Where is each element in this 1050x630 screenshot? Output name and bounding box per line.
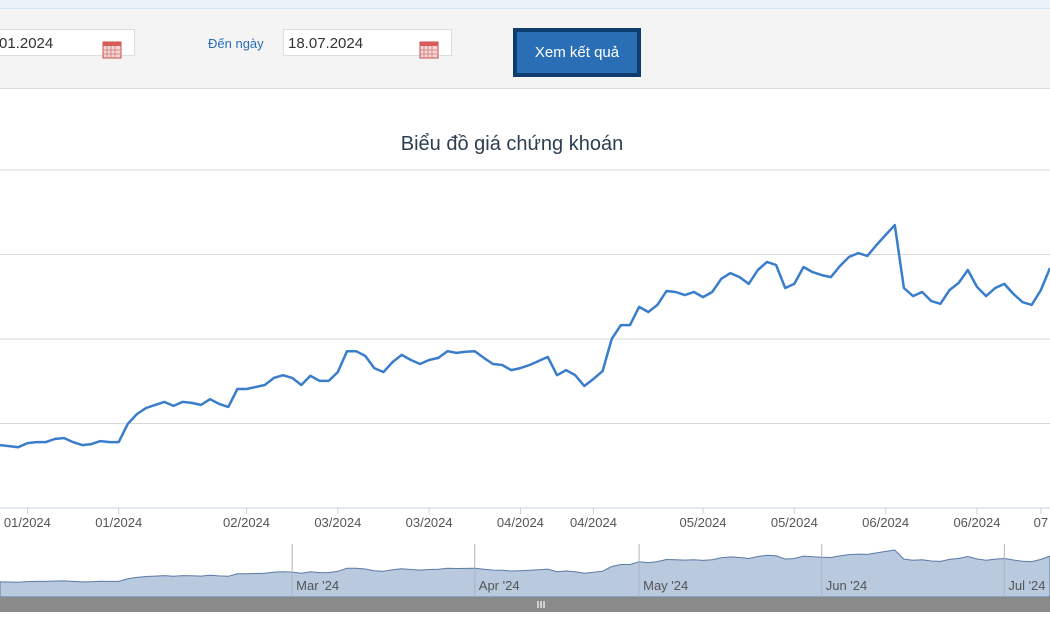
x-tick-label: 04/2024 (570, 515, 617, 530)
x-tick-label: 01/2024 (95, 515, 142, 530)
x-tick-label: 06/2024 (862, 515, 909, 530)
scrollbar-grip[interactable] (537, 601, 545, 608)
x-tick-label: 05/2024 (680, 515, 727, 530)
calendar-icon[interactable] (419, 41, 439, 59)
navigator-label: May '24 (643, 578, 688, 593)
to-date-label: Đến ngày (208, 36, 264, 51)
submit-button[interactable]: Xem kết quả (513, 28, 641, 77)
x-tick-label: 03/2024 (314, 515, 361, 530)
x-tick-label: 07 (1034, 515, 1048, 530)
scrollbar[interactable] (0, 597, 1050, 612)
x-tick-label: 05/2024 (771, 515, 818, 530)
x-tick-label: 01/2024 (4, 515, 51, 530)
calendar-icon[interactable] (102, 41, 122, 59)
navigator-label: Jul '24 (1008, 578, 1045, 593)
chart-title: Biểu đồ giá chứng khoán (401, 133, 623, 155)
navigator-label: Jun '24 (826, 578, 868, 593)
x-tick-label: 04/2024 (497, 515, 544, 530)
x-tick-label: 02/2024 (223, 515, 270, 530)
price-line (0, 223, 1050, 449)
navigator-label: Apr '24 (479, 578, 520, 593)
navigator-label: Mar '24 (296, 578, 339, 593)
navigator-area (0, 549, 1050, 598)
x-tick-label: 03/2024 (406, 515, 453, 530)
navigator-bg (0, 546, 1050, 597)
x-tick-label: 06/2024 (953, 515, 1000, 530)
top-strip (0, 0, 1050, 9)
